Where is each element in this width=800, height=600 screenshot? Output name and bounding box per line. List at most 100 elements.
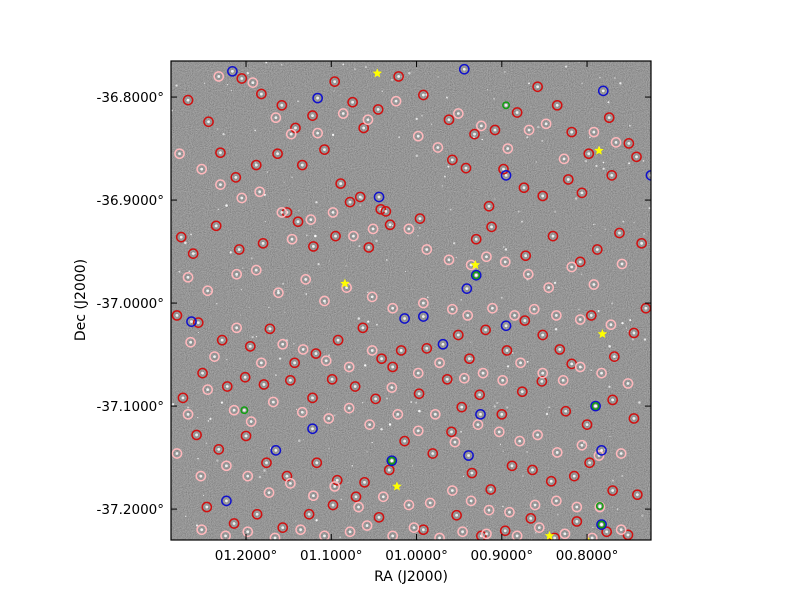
background-star (415, 117, 418, 120)
source-dot (246, 530, 250, 534)
source-dot (399, 349, 403, 352)
background-star (504, 248, 508, 251)
background-star (490, 516, 492, 518)
circle-marker (307, 392, 318, 404)
source-dot (551, 234, 555, 238)
circle-marker (607, 485, 618, 496)
source-dot (205, 505, 209, 509)
circle-marker (566, 261, 578, 273)
circle-marker (591, 402, 600, 411)
background-star (249, 307, 251, 309)
circle-marker (311, 457, 323, 469)
circle-marker (357, 322, 369, 334)
background-star (367, 320, 370, 323)
source-dot (254, 163, 258, 167)
circle-marker (297, 344, 309, 355)
circle-marker (516, 386, 528, 398)
background-star (584, 159, 588, 163)
circle-marker (285, 374, 296, 386)
circle-marker (606, 169, 618, 181)
source-dot (479, 412, 482, 416)
source-dot (280, 103, 284, 107)
circle-marker (616, 258, 628, 270)
circle-marker (182, 408, 194, 420)
circle-marker (210, 220, 222, 232)
circle-marker (267, 396, 279, 408)
y-axis-label: Dec (J2000) (73, 259, 89, 341)
circle-marker (474, 389, 485, 401)
source-dot (585, 423, 589, 427)
source-dot (191, 252, 195, 256)
background-star (325, 349, 327, 351)
background-star (240, 289, 243, 291)
circle-marker (387, 361, 399, 373)
circle-marker (466, 467, 478, 479)
source-dot (334, 234, 337, 238)
circle-marker (414, 213, 426, 224)
circle-marker (399, 435, 410, 447)
circle-marker (456, 401, 468, 413)
source-dot (237, 248, 241, 251)
circle-marker (528, 303, 540, 315)
source-dot (206, 289, 210, 293)
source-dot (541, 371, 545, 375)
background-star (460, 299, 462, 301)
source-dot (217, 447, 221, 451)
circle-marker (514, 435, 526, 447)
background-star (496, 401, 499, 405)
circle-marker (270, 112, 282, 124)
circle-marker (493, 426, 505, 438)
background-star (326, 407, 328, 409)
source-dot (300, 410, 304, 414)
source-dot (274, 448, 278, 452)
background-star (453, 372, 455, 374)
source-dot (259, 361, 263, 365)
background-star (315, 519, 318, 522)
source-dot (536, 85, 540, 89)
source-dot (240, 196, 244, 200)
background-star (512, 352, 514, 354)
background-star (264, 221, 266, 223)
circle-marker (377, 491, 389, 503)
background-star (365, 66, 367, 68)
circle-marker (221, 460, 232, 472)
source-dot (504, 324, 508, 328)
source-dot (456, 333, 460, 337)
source-dot (465, 287, 469, 291)
background-star (581, 366, 583, 369)
circle-marker (349, 381, 361, 392)
source-dot (403, 439, 407, 443)
source-dot (464, 166, 468, 170)
source-dot (610, 173, 614, 177)
background-star (195, 524, 199, 527)
source-dot (518, 439, 522, 443)
source-dot (481, 371, 485, 375)
circle-marker (504, 506, 515, 518)
circle-marker (443, 254, 455, 266)
circle-marker (380, 206, 392, 217)
circle-marker (486, 221, 497, 233)
source-dot (493, 128, 497, 132)
circle-marker (395, 345, 407, 356)
source-dot (416, 429, 420, 433)
source-dot (243, 375, 247, 379)
background-star (455, 256, 457, 259)
circle-marker (300, 274, 312, 285)
background-star (537, 125, 540, 129)
source-dot (563, 532, 567, 536)
source-dot (358, 195, 362, 199)
circle-marker (470, 233, 482, 245)
circle-marker (215, 179, 226, 190)
circle-marker (350, 491, 362, 503)
circle-marker (464, 353, 475, 365)
circle-marker (615, 448, 627, 459)
source-dot (431, 452, 435, 455)
source-dot (339, 182, 343, 185)
background-star (486, 89, 489, 91)
circle-marker (264, 323, 276, 335)
source-dot (618, 231, 621, 235)
source-dot (311, 494, 315, 498)
circle-marker (182, 271, 194, 283)
circle-marker (457, 526, 468, 538)
background-star (470, 251, 472, 254)
